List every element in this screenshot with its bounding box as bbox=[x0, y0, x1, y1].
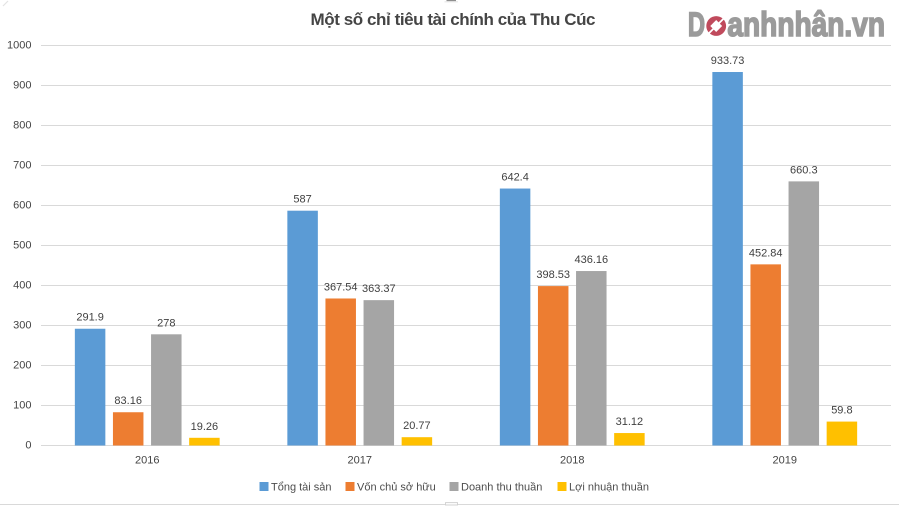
svg-text:587: 587 bbox=[293, 194, 311, 206]
svg-text:900: 900 bbox=[13, 80, 31, 92]
svg-text:31.12: 31.12 bbox=[616, 416, 644, 428]
svg-text:398.53: 398.53 bbox=[536, 269, 570, 281]
svg-text:2017: 2017 bbox=[348, 454, 372, 466]
svg-text:700: 700 bbox=[13, 160, 31, 172]
svg-text:0: 0 bbox=[25, 440, 31, 452]
svg-text:660.3: 660.3 bbox=[790, 164, 818, 176]
svg-text:291.9: 291.9 bbox=[76, 312, 104, 324]
svg-text:anhnhân.vn: anhnhân.vn bbox=[727, 6, 885, 44]
svg-text:20.77: 20.77 bbox=[403, 420, 431, 432]
svg-text:Lợi nhuận thuần: Lợi nhuận thuần bbox=[569, 482, 649, 494]
svg-text:278: 278 bbox=[157, 317, 175, 329]
svg-text:Vốn chủ sở hữu: Vốn chủ sở hữu bbox=[357, 482, 436, 494]
svg-text:D: D bbox=[688, 6, 705, 44]
svg-text:300: 300 bbox=[13, 320, 31, 332]
svg-text:400: 400 bbox=[13, 280, 31, 292]
svg-text:2016: 2016 bbox=[135, 454, 159, 466]
svg-text:Tổng tài sản: Tổng tài sản bbox=[271, 482, 332, 494]
svg-text:800: 800 bbox=[13, 120, 31, 132]
svg-text:59.8: 59.8 bbox=[831, 405, 852, 417]
svg-text:642.4: 642.4 bbox=[501, 172, 529, 184]
svg-text:Doanh thu thuần: Doanh thu thuần bbox=[461, 482, 542, 494]
svg-text:452.84: 452.84 bbox=[749, 247, 783, 259]
svg-text:83.16: 83.16 bbox=[114, 395, 142, 407]
svg-text:1000: 1000 bbox=[7, 40, 31, 52]
svg-text:2019: 2019 bbox=[773, 454, 797, 466]
svg-text:2018: 2018 bbox=[560, 454, 584, 466]
svg-text:19.26: 19.26 bbox=[191, 421, 219, 433]
svg-text:436.16: 436.16 bbox=[574, 254, 608, 266]
svg-text:100: 100 bbox=[13, 400, 31, 412]
svg-text:500: 500 bbox=[13, 240, 31, 252]
svg-text:Một số chỉ tiêu tài chính của: Một số chỉ tiêu tài chính của Thu Cúc bbox=[311, 10, 596, 29]
svg-text:933.73: 933.73 bbox=[711, 55, 745, 67]
svg-text:200: 200 bbox=[13, 360, 31, 372]
svg-text:600: 600 bbox=[13, 200, 31, 212]
svg-text:367.54: 367.54 bbox=[324, 281, 358, 293]
svg-text:363.37: 363.37 bbox=[362, 283, 396, 295]
